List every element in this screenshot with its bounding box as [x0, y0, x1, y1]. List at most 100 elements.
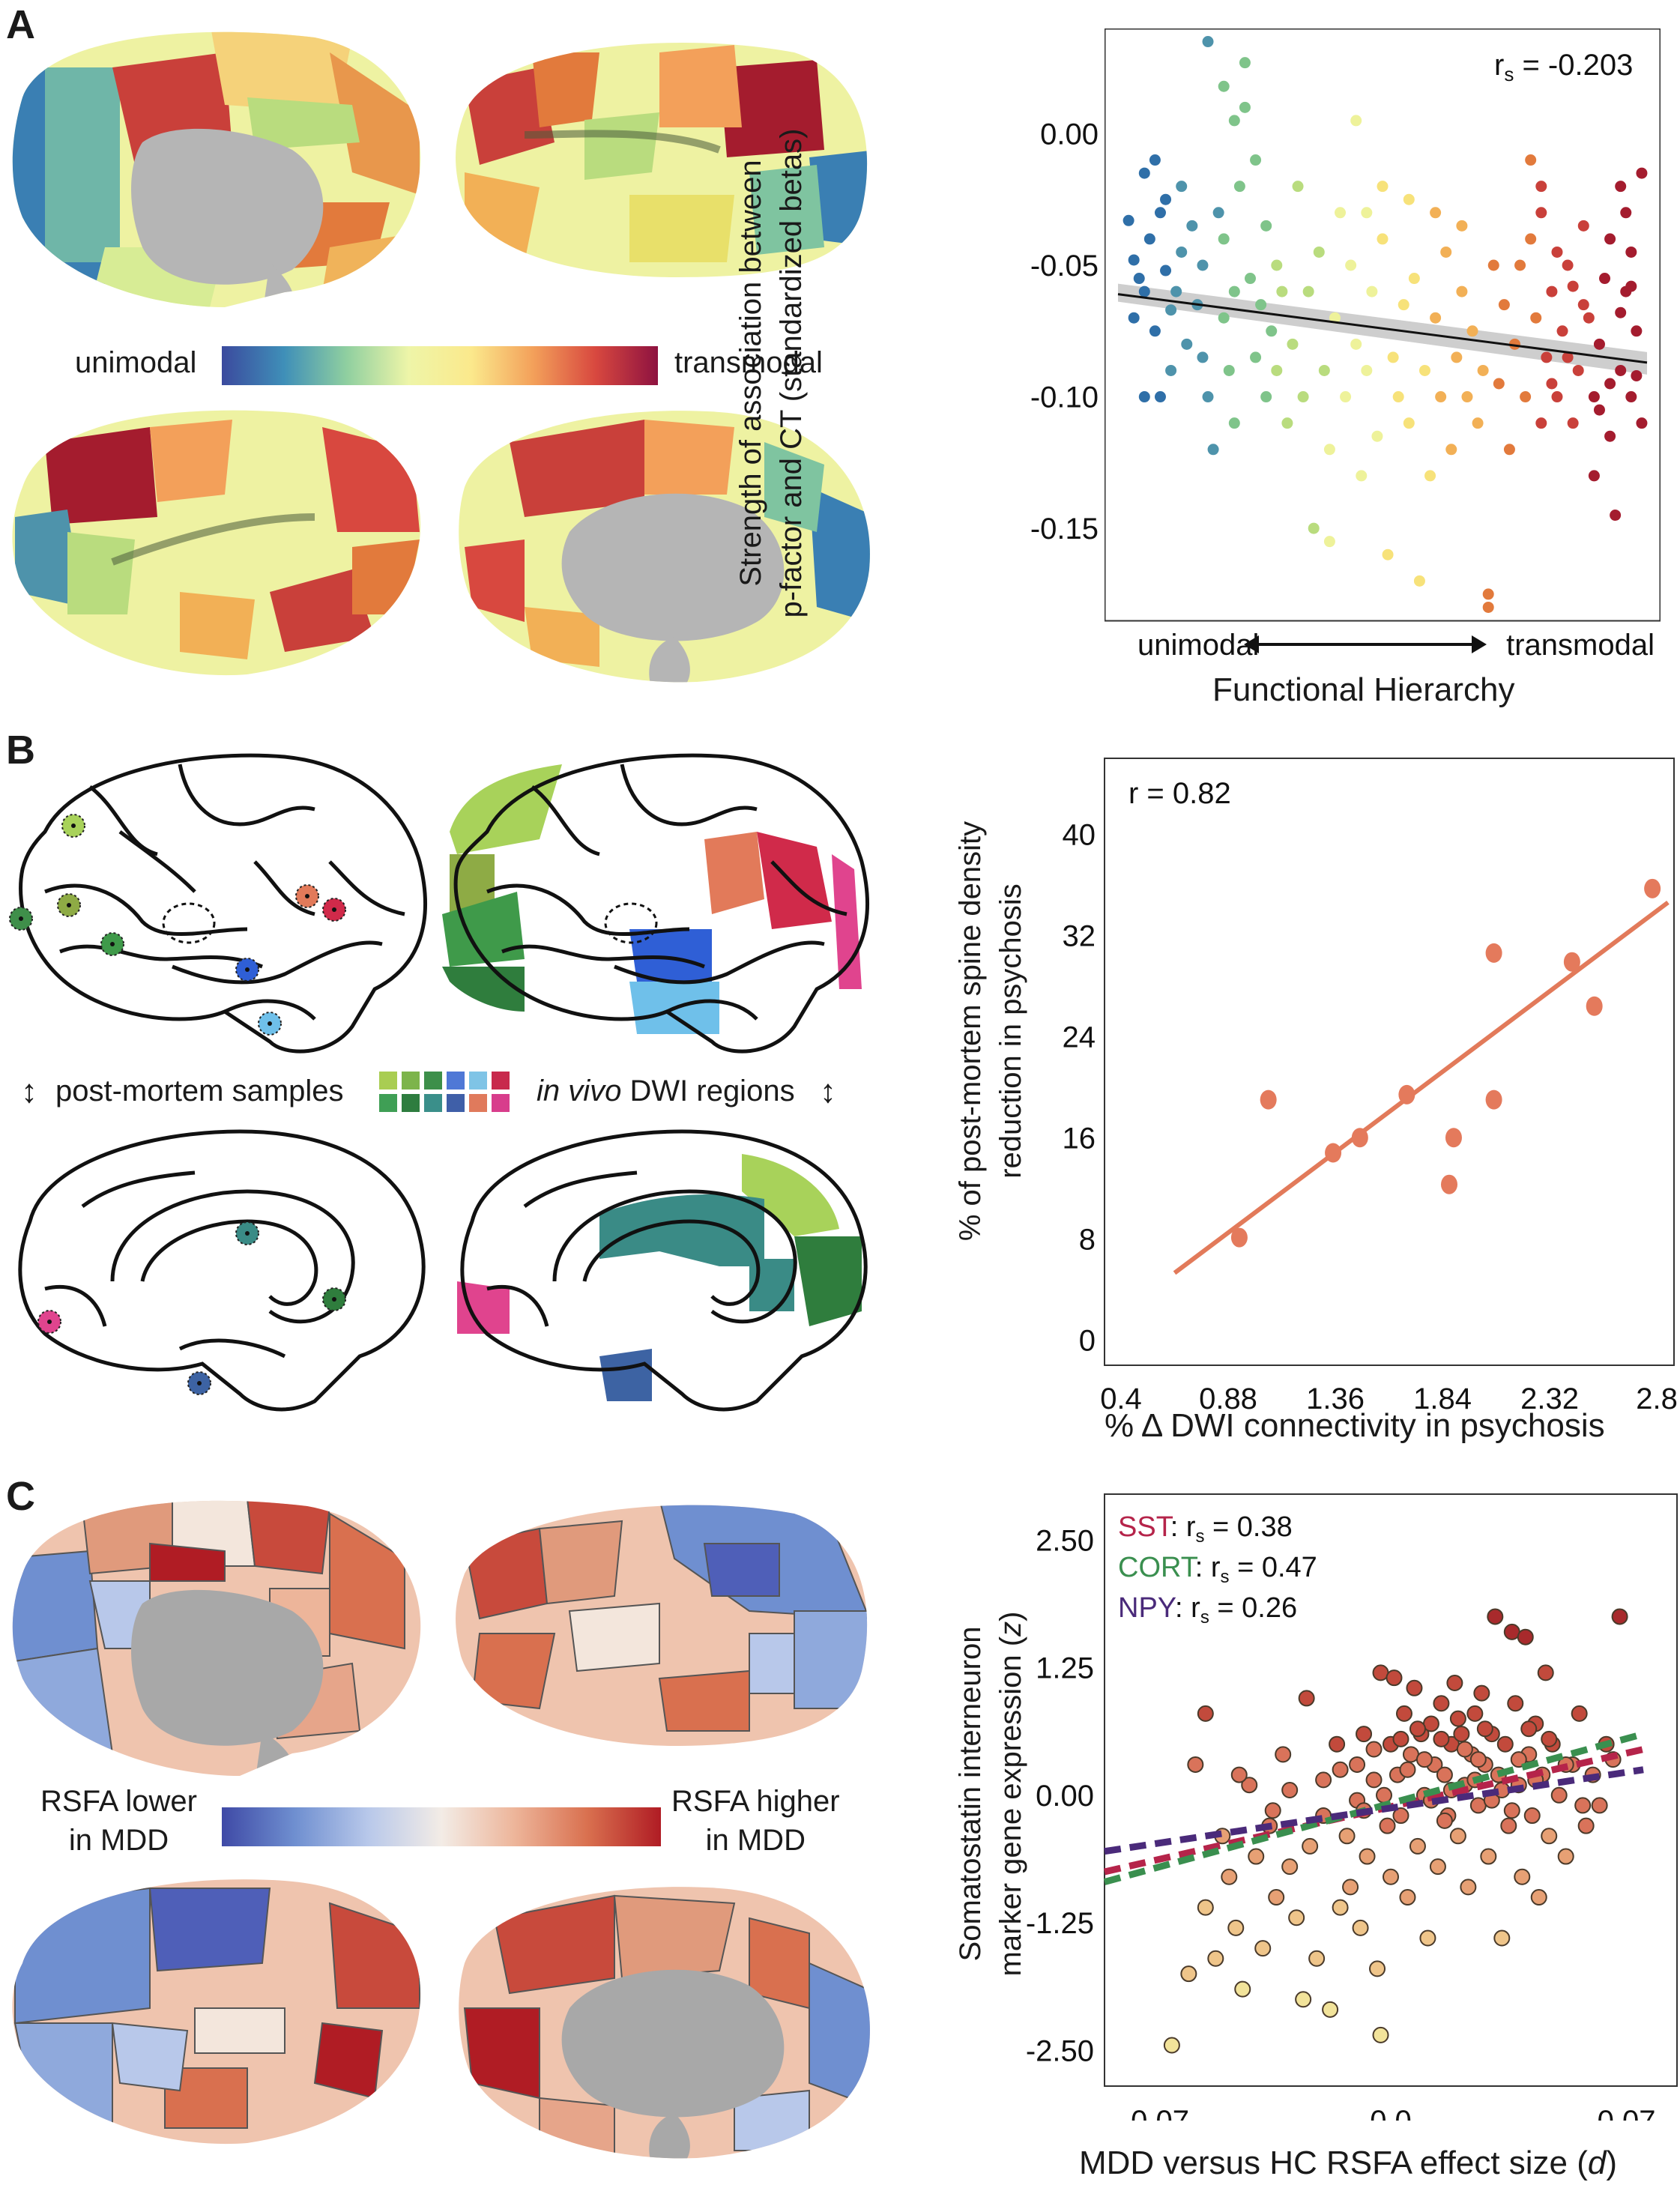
chart-b: 0 8 16 24 32 40 0.4 0.88 1.36 1.84 2.32 2.8 r = 0.82: [1063, 758, 1678, 1415]
chart-c-fit-line-sst: [1104, 1746, 1645, 1876]
chart-c-point: [1500, 1817, 1517, 1834]
chart-c-point: [1329, 1735, 1346, 1753]
chart-a-point: [1233, 181, 1245, 193]
chart-c-point: [1308, 1950, 1326, 1967]
chart-a-point: [1271, 259, 1283, 271]
chart-a-point: [1525, 233, 1537, 245]
chart-a-ytick-label: 0.00: [1040, 118, 1099, 151]
chart-c-xtick-label: -0.07: [1121, 2105, 1189, 2121]
chart-a-point: [1170, 285, 1182, 297]
chart-c-point: [1446, 1674, 1463, 1691]
chart-c-point: [1322, 2001, 1339, 2018]
chart-c-point: [1349, 1756, 1366, 1773]
chart-c-point: [1574, 1797, 1592, 1814]
chart-a-point: [1636, 167, 1648, 179]
chart-a-point: [1250, 154, 1262, 166]
brain-outline-lateral-samples: [19, 753, 427, 1054]
chart-c-point: [1288, 1909, 1305, 1926]
chart-c-point: [1275, 1746, 1292, 1763]
chart-c-fit-line-npy: [1104, 1766, 1644, 1855]
chart-c-point: [1523, 1807, 1541, 1825]
chart-a-point: [1588, 391, 1600, 403]
chart-c-point: [1514, 1868, 1531, 1885]
chart-a-point: [1403, 193, 1415, 205]
chart-a-point: [1160, 193, 1172, 205]
chart-a-point: [1546, 285, 1558, 297]
chart-a-point: [1530, 312, 1542, 324]
chart-a-point: [1276, 285, 1288, 297]
chart-a-point: [1308, 522, 1320, 534]
chart-c-point: [1254, 1940, 1272, 1957]
brain-surface-bottom-right: [459, 411, 870, 683]
chart-c-point: [1487, 1608, 1504, 1625]
chart-c-point: [1399, 1889, 1416, 1906]
chart-a-point: [1456, 285, 1468, 297]
chart-a-point: [1593, 338, 1605, 350]
chart-c-point: [1386, 1669, 1403, 1687]
chart-b-ytick-label: 16: [1063, 1122, 1096, 1155]
chart-a-point: [1535, 181, 1547, 193]
chart-c-point: [1392, 1730, 1409, 1747]
chart-a-point: [1477, 364, 1489, 376]
chart-a-point: [1149, 154, 1161, 166]
chart-a-point: [1323, 444, 1335, 456]
chart-a-point: [1313, 246, 1325, 258]
chart-a-point: [1228, 417, 1240, 429]
chart-a-point: [1514, 259, 1526, 271]
rsfa-surface-top-left: [12, 1500, 421, 1776]
chart-c-point: [1436, 1812, 1453, 1829]
chart-c-point: [1365, 1771, 1383, 1789]
chart-c-point: [1429, 1858, 1446, 1876]
chart-c-point: [1315, 1771, 1332, 1789]
chart-a-point: [1176, 181, 1188, 193]
chart-c-point: [1197, 1899, 1214, 1916]
chart-c-point: [1338, 1828, 1356, 1845]
chart-c-point: [1369, 1960, 1386, 1977]
chart-a-point: [1297, 391, 1309, 403]
chart-b-xtick-label: 1.84: [1413, 1382, 1472, 1415]
chart-c-point: [1241, 1777, 1258, 1794]
rsfa-surface-top-right: [456, 1505, 868, 1746]
chart-a-point: [1302, 285, 1314, 297]
panel-b-brain-diagrams: [9, 753, 869, 1412]
panel-c-left-label-2: in MDD: [68, 1824, 169, 1857]
chart-c-point: [1415, 1751, 1433, 1768]
chart-a-point: [1207, 444, 1219, 456]
chart-a-point: [1138, 167, 1150, 179]
chart-c-point: [1332, 1899, 1349, 1916]
chart-a-point: [1583, 312, 1595, 324]
chart-a-point: [1567, 280, 1579, 292]
legend-dwi-regions: in vivo DWI regions: [537, 1075, 795, 1108]
chart-c-point: [1395, 1705, 1412, 1722]
chart-a-point: [1498, 299, 1510, 311]
chart-a-x-left-label: unimodal: [1137, 629, 1259, 662]
rsfa-surface-bottom-left: [12, 1879, 421, 2145]
chart-c-legend-cort: CORT: rs = 0.47: [1118, 1552, 1317, 1587]
chart-c-point: [1419, 1929, 1436, 1947]
chart-a-point: [1377, 181, 1389, 193]
chart-b-point: [1445, 1128, 1462, 1148]
panel-c-colorbar: [222, 1807, 661, 1846]
chart-c-point: [1433, 1695, 1450, 1712]
chart-a-point: [1631, 369, 1643, 381]
legend-swatch: [447, 1094, 465, 1112]
chart-c-point: [1473, 1684, 1490, 1702]
chart-a-point: [1551, 391, 1563, 403]
chart-c-point: [1248, 1848, 1265, 1865]
chart-a-point: [1472, 417, 1484, 429]
chart-a-point: [1382, 548, 1394, 560]
chart-a-point: [1122, 214, 1134, 226]
chart-a-point: [1218, 233, 1230, 245]
chart-c-xlabel: MDD versus HC RSFA effect size (d): [1079, 2145, 1618, 2181]
rsfa-surface-bottom-right: [459, 1887, 870, 2159]
chart-a-point: [1556, 325, 1568, 337]
legend-arrow-right: ↕: [820, 1073, 836, 1110]
chart-a-point: [1610, 510, 1622, 522]
chart-a-point: [1520, 391, 1532, 403]
chart-a-point: [1430, 312, 1442, 324]
brain-outline-lateral-dwi: [453, 753, 869, 1054]
chart-a-point: [1625, 280, 1637, 292]
chart-a-point: [1345, 259, 1357, 271]
chart-a-ytick-label: -0.05: [1030, 250, 1099, 282]
chart-b-point: [1485, 943, 1502, 963]
